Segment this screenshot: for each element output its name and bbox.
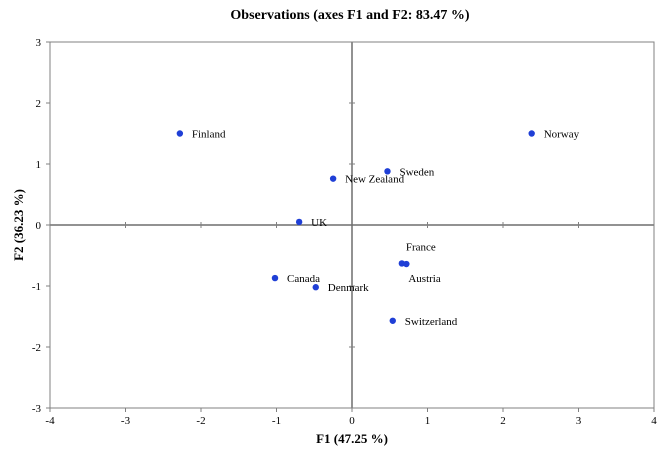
data-label-norway: Norway xyxy=(544,129,580,141)
data-point-new-zealand xyxy=(329,175,337,182)
x-tick-label: 4 xyxy=(651,415,657,427)
data-label-canada: Canada xyxy=(287,273,320,285)
y-tick-label: 3 xyxy=(36,37,42,49)
x-tick-label: -3 xyxy=(121,415,131,427)
data-point-austria xyxy=(403,260,410,268)
data-label-denmark: Denmark xyxy=(328,282,369,294)
x-tick-label: 0 xyxy=(349,415,355,427)
x-tick-label: -4 xyxy=(45,415,55,427)
x-tick-label: 3 xyxy=(576,415,582,427)
axes-layer xyxy=(50,42,654,408)
data-point-norway xyxy=(528,130,535,137)
data-label-austria: Austria xyxy=(408,273,441,285)
chart-title: Observations (axes F1 and F2: 83.47 %) xyxy=(230,8,470,23)
x-tick-label: 1 xyxy=(425,415,431,427)
y-tick-label: -1 xyxy=(32,281,41,293)
x-axis-title: F1 (47.25 %) xyxy=(316,431,388,446)
x-tick-label: -1 xyxy=(272,415,281,427)
data-point-sweden xyxy=(384,168,391,175)
y-axis-title: F2 (36.23 %) xyxy=(11,189,26,261)
data-label-uk: UK xyxy=(311,217,327,229)
data-label-france: France xyxy=(406,241,436,253)
y-tick-label: 0 xyxy=(36,220,42,232)
y-tick-label: 1 xyxy=(36,159,42,171)
x-tick-label: -2 xyxy=(196,415,205,427)
data-point-denmark xyxy=(312,284,319,291)
y-tick-label: -2 xyxy=(32,342,41,354)
data-point-finland xyxy=(176,130,184,137)
data-point-switzerland xyxy=(389,317,396,324)
x-tick-label: 2 xyxy=(500,415,506,427)
data-label-sweden: Sweden xyxy=(399,166,434,178)
y-tick-label: -3 xyxy=(32,403,42,415)
data-label-finland: Finland xyxy=(192,129,226,141)
data-label-new-zealand: New Zealand xyxy=(345,174,404,186)
data-label-switzerland: Switzerland xyxy=(405,316,458,328)
data-point-uk xyxy=(295,218,303,226)
y-tick-label: 2 xyxy=(36,98,42,110)
data-point-canada xyxy=(271,274,279,282)
